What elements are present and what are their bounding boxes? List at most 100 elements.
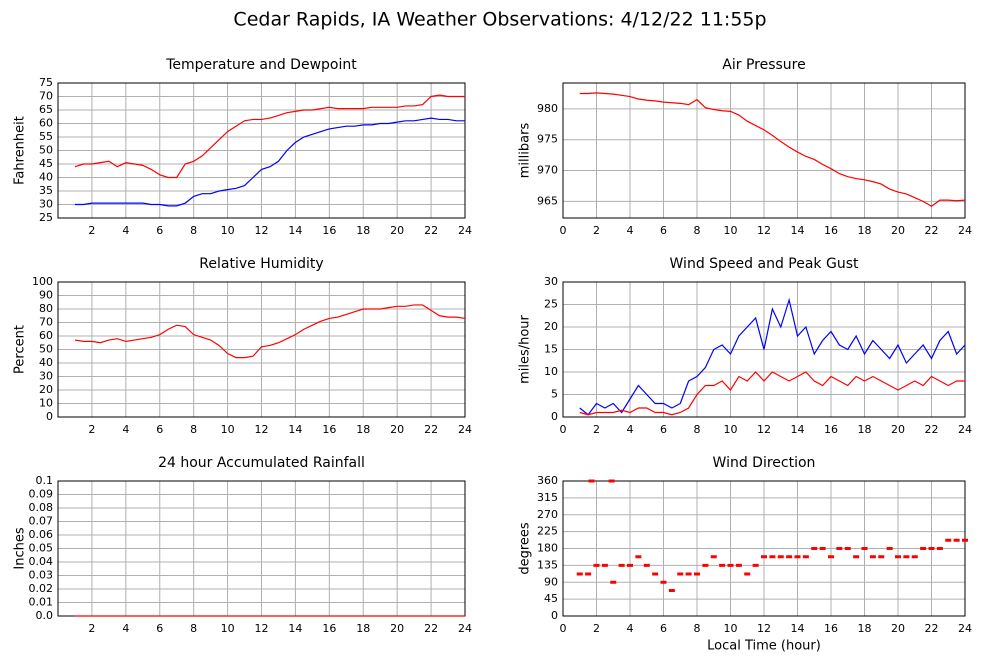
y-tick-label: 5 [551, 388, 558, 401]
y-tick-label: 0.1 [36, 474, 54, 487]
y-axis-label: Fahrenheit [13, 116, 28, 185]
data-point [702, 563, 709, 567]
data-point [794, 555, 801, 559]
x-tick-label: 12 [757, 423, 771, 436]
x-tick-label: 18 [356, 224, 370, 237]
x-tick-label: 22 [424, 622, 438, 635]
y-tick-label: 270 [537, 508, 558, 521]
x-tick-label: 22 [925, 423, 939, 436]
x-tick-label: 2 [88, 423, 95, 436]
y-axis-label: degrees [518, 522, 533, 575]
x-tick-label: 24 [458, 423, 472, 436]
data-line [74, 94, 465, 179]
y-tick-label: 30 [544, 275, 558, 288]
y-tick-label: 45 [39, 157, 53, 170]
y-tick-label: 15 [544, 343, 558, 356]
x-tick-label: 18 [858, 622, 872, 635]
data-point [936, 547, 943, 550]
x-tick-label: 18 [356, 423, 370, 436]
x-tick-label: 18 [356, 622, 370, 635]
x-tick-label: 4 [627, 423, 634, 436]
y-tick-label: 10 [39, 397, 53, 410]
x-axis-label: Local Time (hour) [707, 639, 821, 654]
x-tick-label: 10 [221, 224, 235, 237]
x-tick-label: 6 [156, 423, 163, 436]
y-tick-label: 315 [537, 491, 558, 504]
data-point [668, 589, 675, 592]
x-tick-label: 20 [390, 622, 404, 635]
x-tick-label: 22 [424, 224, 438, 237]
data-point [777, 555, 784, 559]
panel-title: Wind Direction [713, 455, 816, 471]
x-tick-label: 14 [791, 423, 805, 436]
data-line [579, 297, 966, 416]
data-line [74, 117, 465, 207]
y-tick-label: 90 [39, 289, 53, 302]
y-tick-label: 70 [39, 90, 53, 103]
y-tick-label: 0.0 [36, 609, 54, 622]
data-point [608, 479, 615, 483]
plot-border [57, 82, 466, 219]
x-tick-label: 20 [390, 224, 404, 237]
data-point [660, 580, 667, 584]
x-tick-label: 10 [724, 622, 738, 635]
y-tick-label: 30 [39, 370, 53, 383]
data-point [618, 563, 625, 567]
data-point [610, 580, 617, 584]
data-point [911, 555, 918, 559]
data-point [945, 538, 952, 542]
x-tick-label: 8 [190, 423, 197, 436]
data-point [710, 555, 717, 559]
y-axis-label: millibars [518, 123, 533, 179]
y-tick-label: 70 [39, 316, 53, 329]
x-tick-label: 16 [322, 224, 336, 237]
x-tick-label: 16 [824, 423, 838, 436]
x-tick-label: 24 [958, 423, 972, 436]
x-tick-label: 6 [660, 224, 667, 237]
y-tick-label: 975 [537, 133, 558, 146]
data-point [769, 555, 776, 559]
x-tick-label: 16 [322, 423, 336, 436]
data-point [735, 563, 742, 567]
data-point [853, 555, 860, 559]
data-point [685, 572, 692, 576]
y-tick-label: 0.02 [29, 582, 54, 595]
x-tick-label: 24 [458, 622, 472, 635]
data-point [811, 547, 818, 550]
data-point [861, 547, 868, 550]
data-line [579, 371, 965, 416]
panel-title: 24 hour Accumulated Rainfall [158, 455, 365, 471]
data-line [579, 92, 966, 208]
x-tick-label: 4 [122, 622, 129, 635]
plot-border [562, 82, 966, 219]
panel-title: Wind Speed and Peak Gust [670, 256, 859, 272]
x-tick-label: 6 [156, 622, 163, 635]
y-tick-label: 0.03 [29, 569, 54, 582]
x-tick-label: 20 [891, 224, 905, 237]
y-axis-label: miles/hour [518, 314, 533, 383]
data-point [744, 572, 751, 576]
x-tick-label: 8 [694, 423, 701, 436]
panel-title: Air Pressure [722, 57, 805, 73]
y-tick-label: 0.09 [29, 488, 54, 501]
x-tick-label: 8 [190, 224, 197, 237]
x-tick-label: 22 [424, 423, 438, 436]
x-tick-label: 8 [190, 622, 197, 635]
data-point [844, 547, 851, 550]
y-tick-label: 20 [39, 383, 53, 396]
data-point [903, 555, 910, 559]
x-tick-label: 20 [891, 423, 905, 436]
y-tick-label: 65 [39, 103, 53, 116]
y-axis-label: Percent [13, 325, 28, 374]
y-tick-label: 360 [537, 474, 558, 487]
x-tick-label: 20 [390, 423, 404, 436]
data-point [886, 547, 893, 550]
y-tick-label: 970 [537, 164, 558, 177]
x-tick-label: 14 [288, 423, 302, 436]
x-tick-label: 6 [156, 224, 163, 237]
y-tick-label: 40 [39, 171, 53, 184]
x-tick-label: 2 [88, 224, 95, 237]
data-point [819, 547, 826, 550]
x-tick-label: 22 [925, 224, 939, 237]
